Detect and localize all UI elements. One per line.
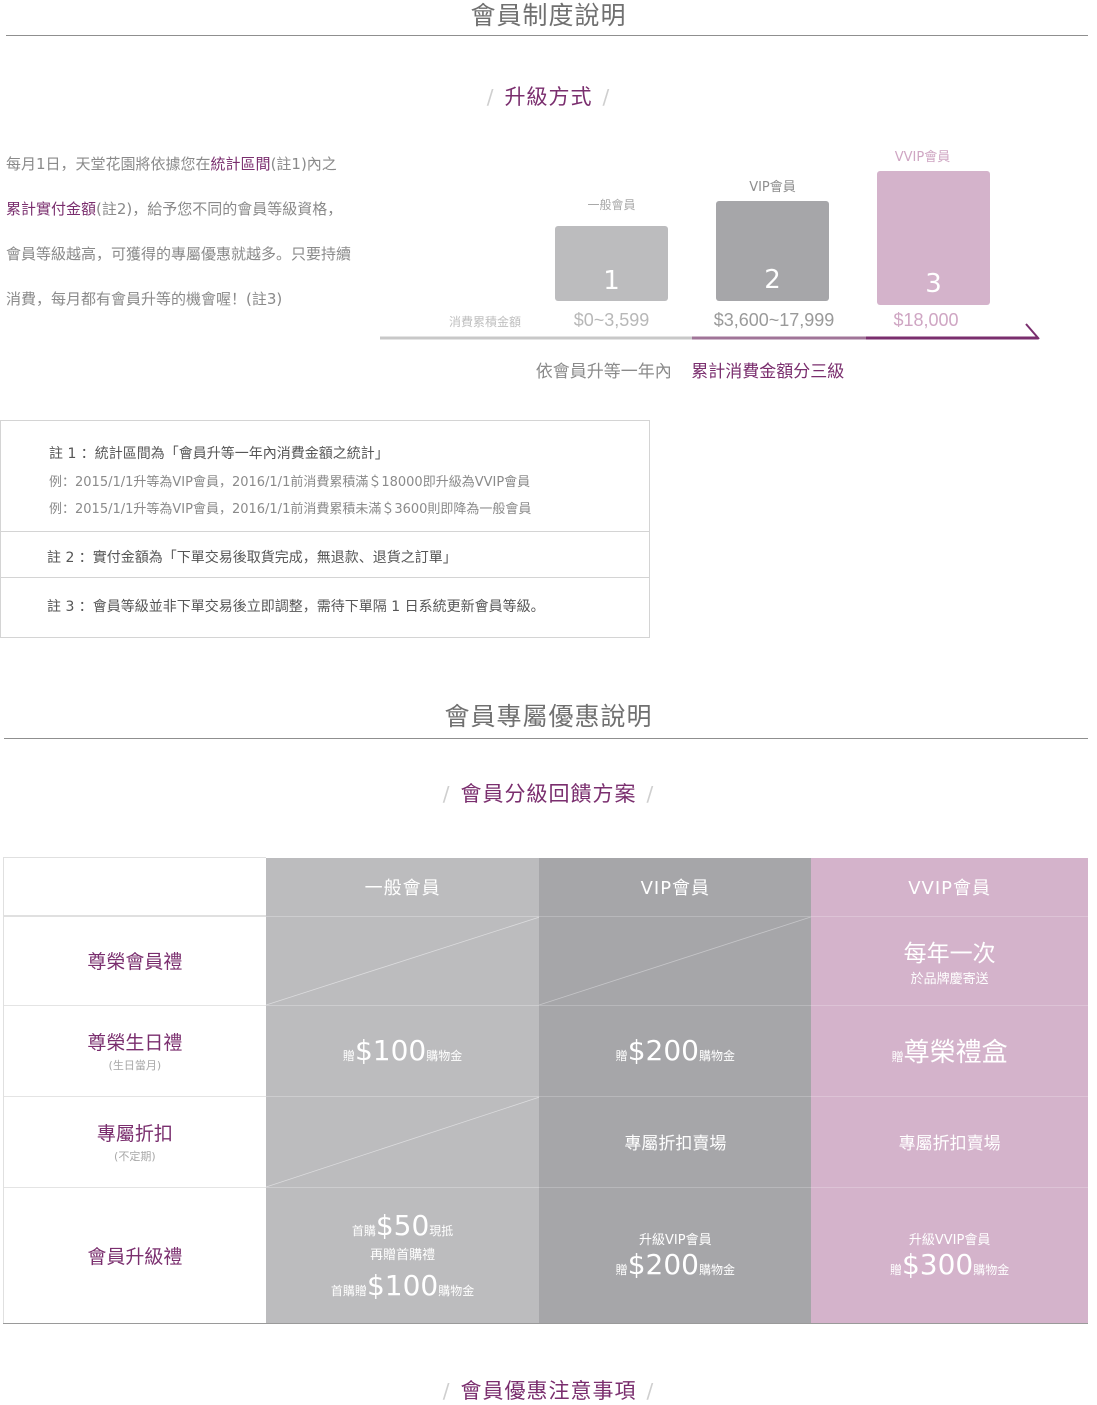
cell-discount-vvip: 專屬折扣賣場 xyxy=(811,1095,1088,1187)
table-row: 尊榮會員禮 每年一次 於品牌慶寄送 xyxy=(2,915,1088,1005)
table-row: 尊榮生日禮 (生日當月) 贈$100購物金 贈$200購物金 贈尊榮禮盒 xyxy=(2,1004,1088,1096)
tier-bar-general: 1 xyxy=(555,226,668,301)
chart-caption: 依會員升等一年內 累計消費金額分三級 xyxy=(535,362,845,382)
note-1: 註 1 ：統計區間為「會員升等一年內消費金額之統計」 例：2015/1/1升等為… xyxy=(1,421,649,532)
tier-label-vvip: VVIP會員 xyxy=(894,150,951,165)
note-2: 註 2 ：實付金額為「下單交易後取貨完成，無退款、退貨之訂單」 xyxy=(1,532,649,578)
cell-upgrade-vvip: 升級VVIP會員 贈$300購物金 xyxy=(811,1186,1088,1324)
header-empty xyxy=(2,857,266,917)
notes-box: 註 1 ：統計區間為「會員升等一年內消費金額之統計」 例：2015/1/1升等為… xyxy=(0,420,650,638)
tier-bar-vvip: 3 xyxy=(877,171,990,305)
tier-range-vvip: $18,000 xyxy=(893,310,959,330)
slash-decor: / xyxy=(646,1379,655,1403)
header-vip: VIP會員 xyxy=(539,857,812,916)
slash-decor: / xyxy=(646,782,655,806)
cell-gift-vip xyxy=(539,915,812,1005)
table-row: 會員升級禮 首購$50現抵 再贈首購禮 首購贈$100購物金 升級VIP會員 贈… xyxy=(2,1186,1088,1324)
subtitle-text: 會員分級回饋方案 xyxy=(460,782,637,806)
table-header-row: 一般會員 VIP會員 VVIP會員 xyxy=(2,857,1088,917)
section-title-benefits: 會員專屬優惠說明 xyxy=(444,702,653,731)
table-row: 專屬折扣 (不定期) 專屬折扣賣場 專屬折扣賣場 xyxy=(2,1095,1088,1187)
na-slash xyxy=(266,1097,540,1187)
cell-gift-vvip: 每年一次 於品牌慶寄送 xyxy=(811,915,1088,1005)
divider xyxy=(4,738,1088,739)
na-slash xyxy=(266,917,540,1005)
axis-label: 消費累積金額 xyxy=(448,315,521,329)
highlight-stat-period: 統計區間 xyxy=(210,155,271,173)
benefits-table: 一般會員 VIP會員 VVIP會員 尊榮會員禮 每年一次 於品牌慶寄送 尊榮生日… xyxy=(2,857,1088,1324)
axis-arrow xyxy=(380,323,1040,340)
note-3: 註 3 ：會員等級並非下單交易後立即調整，需待下單隔 1 日系統更新會員等級。 xyxy=(47,599,545,615)
subtitle-text: 會員優惠注意事項 xyxy=(460,1379,637,1403)
intro-paragraph: 每月1日，天堂花園將依據您在統計區間(註1)內之累計實付金額(註2)，給予您不同… xyxy=(6,155,352,308)
highlight-paid-amount: 累計實付金額 xyxy=(6,200,97,218)
row-label-birthday-gift: 尊榮生日禮 (生日當月) xyxy=(2,1004,266,1096)
tier-bar-vip: 2 xyxy=(716,201,829,301)
cell-gift-general xyxy=(265,915,540,1005)
slash-decor: / xyxy=(602,85,611,109)
slash-decor: / xyxy=(442,1379,451,1403)
cell-birthday-general: 贈$100購物金 xyxy=(265,1004,540,1096)
cell-upgrade-vip: 升級VIP會員 贈$200購物金 xyxy=(539,1186,812,1324)
tier-range-general: $0~3,599 xyxy=(573,310,650,330)
divider xyxy=(6,35,1088,36)
cell-upgrade-general: 首購$50現抵 再贈首購禮 首購贈$100購物金 xyxy=(265,1186,540,1324)
tier-label-vip: VIP會員 xyxy=(749,180,796,195)
slash-decor: / xyxy=(442,782,451,806)
tier-range-vip: $3,600~17,999 xyxy=(713,310,835,330)
subtitle-text: 升級方式 xyxy=(504,85,593,109)
subtitle-tier-feedback: / 會員分級回饋方案 / xyxy=(0,778,1097,808)
cell-birthday-vip: 贈$200購物金 xyxy=(539,1004,812,1096)
row-label-upgrade-gift: 會員升級禮 xyxy=(2,1186,266,1324)
row-label-member-gift: 尊榮會員禮 xyxy=(2,915,266,1005)
cell-discount-vip: 專屬折扣賣場 xyxy=(539,1095,812,1187)
na-slash xyxy=(539,917,811,1005)
cell-birthday-vvip: 贈尊榮禮盒 xyxy=(811,1004,1088,1096)
row-label-exclusive-discount: 專屬折扣 (不定期) xyxy=(2,1095,266,1187)
cell-discount-general xyxy=(265,1095,540,1187)
header-vvip: VVIP會員 xyxy=(811,857,1088,916)
subtitle-notices: / 會員優惠注意事項 / xyxy=(0,1375,1097,1405)
subtitle-upgrade-method: / 升級方式 / xyxy=(0,81,1097,111)
header-general: 一般會員 xyxy=(265,857,540,916)
section-title-membership: 會員制度說明 xyxy=(470,1,627,30)
tier-label-general: 一般會員 xyxy=(587,198,636,212)
slash-decor: / xyxy=(486,85,495,109)
